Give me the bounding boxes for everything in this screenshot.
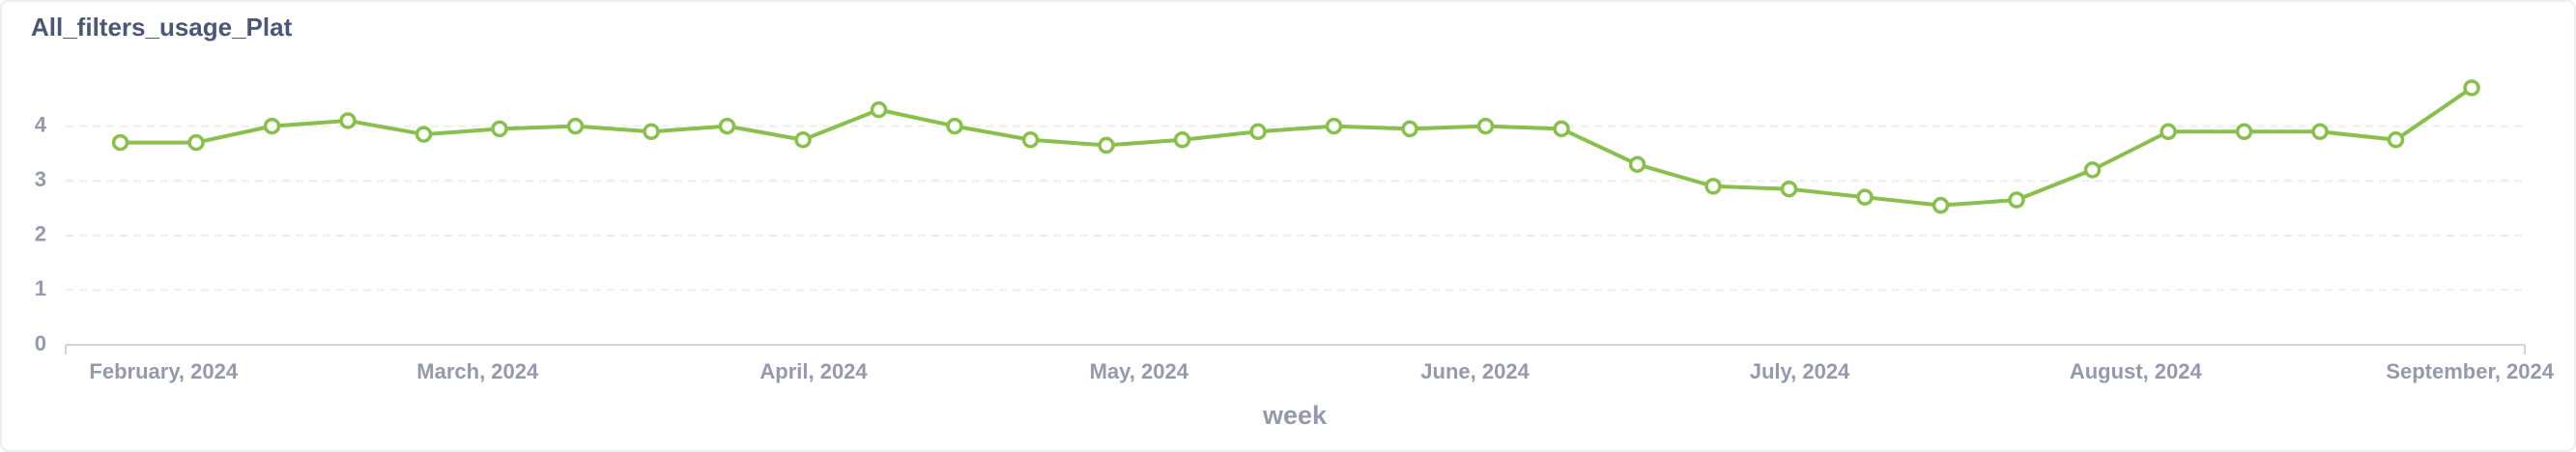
- x-tick-label: September, 2024: [2386, 359, 2554, 383]
- point: [1856, 188, 1874, 206]
- point: [1173, 131, 1191, 149]
- point: [1780, 180, 1798, 198]
- point: [1628, 155, 1646, 173]
- point: [2311, 123, 2329, 141]
- x-axis-label: week: [1262, 401, 1328, 430]
- point: [1325, 117, 1343, 135]
- point: [1932, 196, 1950, 214]
- y-tick-label: 0: [35, 331, 46, 355]
- point: [1021, 131, 1040, 149]
- point: [794, 131, 812, 149]
- point: [491, 120, 508, 138]
- point: [263, 117, 281, 135]
- point: [111, 133, 129, 152]
- x-tick-label: March, 2024: [416, 359, 539, 383]
- x-tick-label: August, 2024: [2070, 359, 2203, 383]
- point: [946, 117, 963, 135]
- point: [339, 112, 357, 129]
- point: [2083, 161, 2102, 179]
- y-tick-label: 4: [35, 112, 47, 136]
- point: [870, 100, 888, 119]
- chart-title: All_filters_usage_Plat: [31, 13, 293, 42]
- y-tick-label: 2: [35, 222, 46, 246]
- line: [120, 86, 2474, 208]
- x-tick-label: February, 2024: [89, 359, 238, 383]
- point: [187, 133, 205, 152]
- point: [2160, 123, 2177, 141]
- point: [2387, 131, 2405, 149]
- point: [1249, 123, 1267, 141]
- point: [718, 117, 736, 135]
- x-tick-label: April, 2024: [759, 359, 868, 383]
- point: [2463, 79, 2480, 97]
- point: [1401, 120, 1418, 138]
- y-tick-label: 1: [35, 276, 46, 300]
- point: [1704, 178, 1722, 195]
- point: [1476, 117, 1495, 135]
- x-tick-label: July, 2024: [1750, 359, 1850, 383]
- point: [2235, 123, 2253, 141]
- y-tick-label: 3: [35, 167, 46, 191]
- point: [566, 117, 585, 135]
- point: [2008, 191, 2025, 209]
- x-tick-label: June, 2024: [1420, 359, 1530, 383]
- point: [643, 123, 660, 141]
- point: [1098, 136, 1115, 155]
- x-tick-label: May, 2024: [1090, 359, 1189, 383]
- point: [415, 126, 433, 143]
- point: [1553, 120, 1570, 138]
